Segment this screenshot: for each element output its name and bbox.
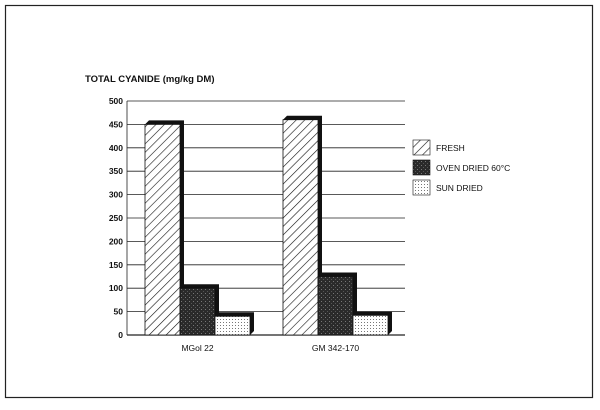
- legend-label: SUN DRIED: [436, 183, 483, 193]
- bar-0-0: [144, 124, 181, 336]
- y-tick-label: 500: [109, 96, 123, 106]
- y-tick-label: 150: [109, 260, 123, 270]
- x-tick-label: GM 342-170: [312, 343, 360, 353]
- y-tick-label: 100: [109, 283, 123, 293]
- y-tick-label: 350: [109, 166, 123, 176]
- y-tick-label: 450: [109, 119, 123, 129]
- y-axis-label: TOTAL CYANIDE (mg/kg DM): [85, 74, 215, 85]
- y-tick-label: 250: [109, 213, 123, 223]
- x-tick-label: MGol 22: [181, 343, 213, 353]
- y-tick-label: 400: [109, 143, 123, 153]
- legend-label: FRESH: [436, 143, 465, 153]
- legend-swatch: [412, 139, 431, 156]
- bar-2-0: [214, 315, 251, 336]
- figure-border: [4, 4, 594, 399]
- bar-1-1: [317, 276, 354, 336]
- y-tick-label: 50: [114, 307, 124, 317]
- y-tick-label: 0: [118, 330, 123, 340]
- legend-swatch: [412, 159, 431, 176]
- legend-label: OVEN DRIED 60°C: [436, 163, 510, 173]
- y-tick-label: 200: [109, 236, 123, 246]
- bar-1-0: [179, 287, 216, 336]
- y-tick-label: 300: [109, 190, 123, 200]
- bar-2-1: [352, 314, 389, 336]
- bar-0-1: [282, 119, 319, 336]
- legend-swatch: [412, 179, 431, 196]
